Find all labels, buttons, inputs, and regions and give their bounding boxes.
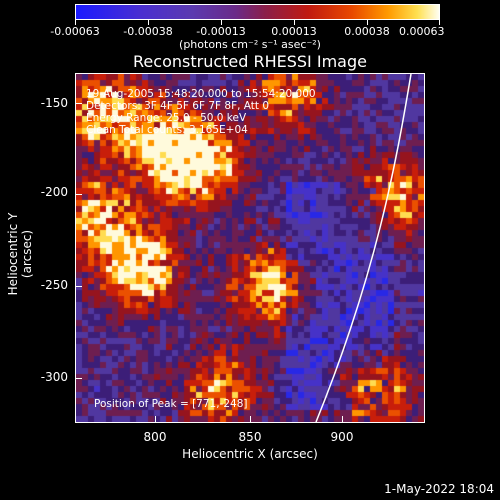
x-tick-label: 850 [238,430,262,444]
y-tick-label: -300 [40,370,68,384]
clean-counts-text: Clean Total counts: 3.165E+04 [86,124,248,136]
colorbar-tick [221,20,222,25]
colorbar-tick [367,20,368,25]
y-tick-mark [75,286,82,287]
image-plot: 19-Aug-2005 15:48:20.000 to 15:54:20.000… [75,73,425,423]
y-axis-label: Heliocentric Y (arcsec) [6,212,34,296]
y-tick-label: -200 [40,185,68,199]
colorbar-label: 0.00038 [344,25,390,38]
x-tick-mark [342,416,343,423]
timestamp: 1-May-2022 18:04 [384,482,494,496]
peak-position-text: Position of Peak = [771,-248] [94,398,248,410]
y-tick-label: -250 [40,278,68,292]
x-tick-mark [155,416,156,423]
colorbar-tick [75,20,76,25]
colorbar-tick [439,20,440,25]
y-tick-mark [75,103,82,104]
x-axis-label: Heliocentric X (arcsec) [182,447,318,461]
heatmap-image [76,74,424,422]
time-range-text: 19-Aug-2005 15:48:20.000 to 15:54:20.000 [86,88,316,100]
x-tick-label: 800 [143,430,167,444]
limb-curve [315,74,412,422]
colorbar-label: 0.00013 [271,25,317,38]
colorbar-label: -0.00038 [123,25,173,38]
detectors-text: Detectors: 3F 4F 5F 6F 7F 8F, Att 0 [86,100,270,112]
x-tick-label: 900 [330,430,354,444]
colorbar-label: -0.00013 [196,25,246,38]
image-title: Reconstructed RHESSI Image [133,52,367,71]
energy-range-text: Energy Range: 25.0 - 50.0 keV [86,112,247,124]
colorbar [75,4,440,20]
y-tick-mark [75,378,82,379]
y-tick-mark [75,194,82,195]
colorbar-label: 0.00063 [398,25,445,38]
y-tick-label: -150 [40,96,68,110]
colorbar-unit: (photons cm⁻² s⁻¹ asec⁻²) [179,38,321,51]
colorbar-label: -0.00063 [50,25,100,38]
colorbar-tick [294,20,295,25]
x-tick-mark [250,416,251,423]
colorbar-tick [148,20,149,25]
